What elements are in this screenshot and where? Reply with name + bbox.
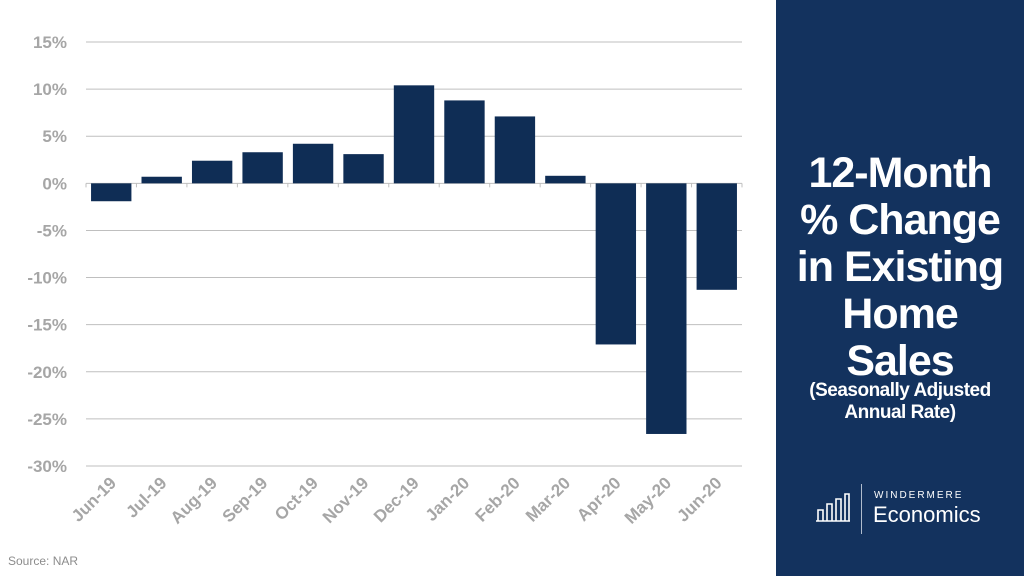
x-tick-label: Jul-19 [122,473,170,521]
bar-dec-19 [393,85,435,184]
bar-jun-20 [696,183,737,290]
bar-nov-19 [343,154,384,184]
y-tick-label: -25% [27,410,67,429]
x-tick-label: May-20 [621,473,675,527]
x-tick-label: Jun-20 [673,473,725,525]
panel-subtitle: (Seasonally Adjusted Annual Rate) [776,380,1024,424]
grid-lines [85,41,743,467]
bar-may-20 [646,183,687,434]
x-tick-label: Jan-20 [422,473,474,525]
source-note: Source: NAR [8,554,79,568]
x-tick-label: Jun-19 [68,473,120,525]
y-tick-label: 15% [33,33,67,52]
y-tick-label: -15% [27,316,67,335]
x-tick-label: Apr-20 [573,473,625,525]
x-tick-label: Dec-19 [370,473,423,526]
title-panel: 12-Month % Change in Existing Home Sales… [776,0,1024,576]
panel-title-line: in Existing [796,243,1004,291]
bar-oct-19 [292,143,334,184]
bar-jul-19 [141,176,182,184]
panel-title-line: Home [842,290,958,338]
panel-subtitle-line: Annual Rate) [844,402,956,423]
bar-chart-icon [816,493,850,522]
bar-feb-20 [494,116,536,184]
y-tick-label: -5% [37,221,67,240]
logo-brand-text: WINDERMERE [874,490,964,501]
x-tick-label: Nov-19 [319,473,373,527]
y-tick-label: 5% [42,127,67,146]
panel-title-line: Sales [846,337,954,385]
y-tick-label: 0% [42,174,67,193]
y-tick-label: -10% [27,269,67,288]
bar-jun-19 [91,183,132,202]
logo-product-text: Economics [873,502,981,527]
y-tick-label: -20% [27,363,67,382]
bar-jan-20 [444,100,485,184]
x-tick-label: Mar-20 [522,473,574,525]
panel-subtitle-line: (Seasonally Adjusted [809,380,991,401]
panel-title-line: % Change [800,196,1001,244]
bar-mar-20 [545,175,586,184]
panel-title: 12-Month % Change in Existing Home Sales [776,150,1024,385]
x-tick-label: Aug-19 [167,473,221,527]
windermere-economics-logo: WINDERMERE Economics [816,484,1016,534]
bar-chart: 15% 10% 5% 0% -5% -10% -15% -20% -25% -30% Jun-19… [27,33,743,528]
bar-apr-20 [595,183,637,345]
bar-sep-19 [242,152,283,184]
y-axis-tick-labels: 15% 10% 5% 0% -5% -10% -15% -20% -25% -30% [27,33,67,476]
logo-divider [861,484,862,534]
bar-aug-19 [191,160,233,184]
y-tick-label: 10% [33,80,67,99]
x-tick-label: Oct-19 [271,473,322,524]
panel-title-line: 12-Month [808,149,992,197]
x-tick-label: Feb-20 [472,473,524,525]
bars [91,85,737,434]
y-tick-label: -30% [27,457,67,476]
x-tick-label: Sep-19 [219,473,272,526]
